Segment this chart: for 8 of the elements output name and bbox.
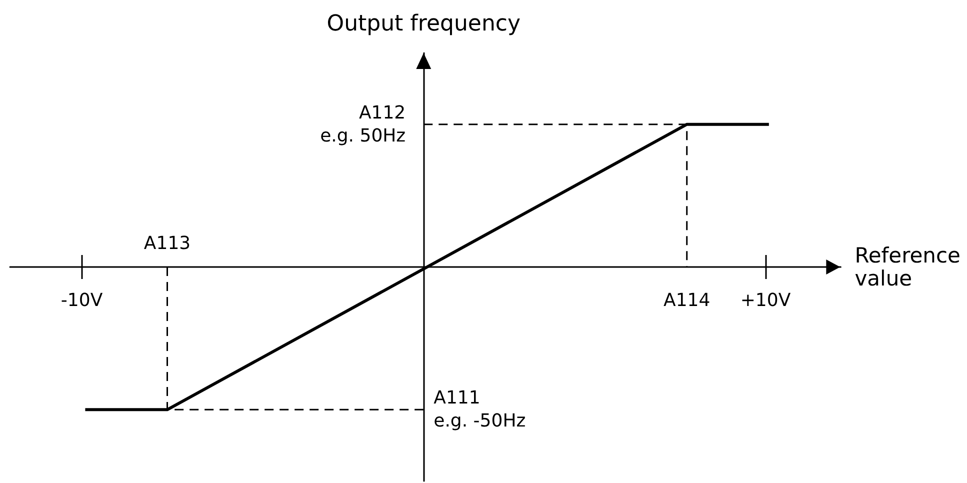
y-axis-title: Output frequency (326, 12, 521, 36)
annotation: A112 e.g. 50Hz (320, 102, 406, 146)
x-tick-label: +10V (740, 290, 792, 311)
annotation: A113 (144, 233, 191, 254)
annotation: A111 e.g. -50Hz (434, 388, 526, 432)
x-axis-title: Reference value (854, 244, 960, 290)
annotation: A114 (664, 290, 710, 311)
x-tick-label: -10V (60, 290, 104, 311)
